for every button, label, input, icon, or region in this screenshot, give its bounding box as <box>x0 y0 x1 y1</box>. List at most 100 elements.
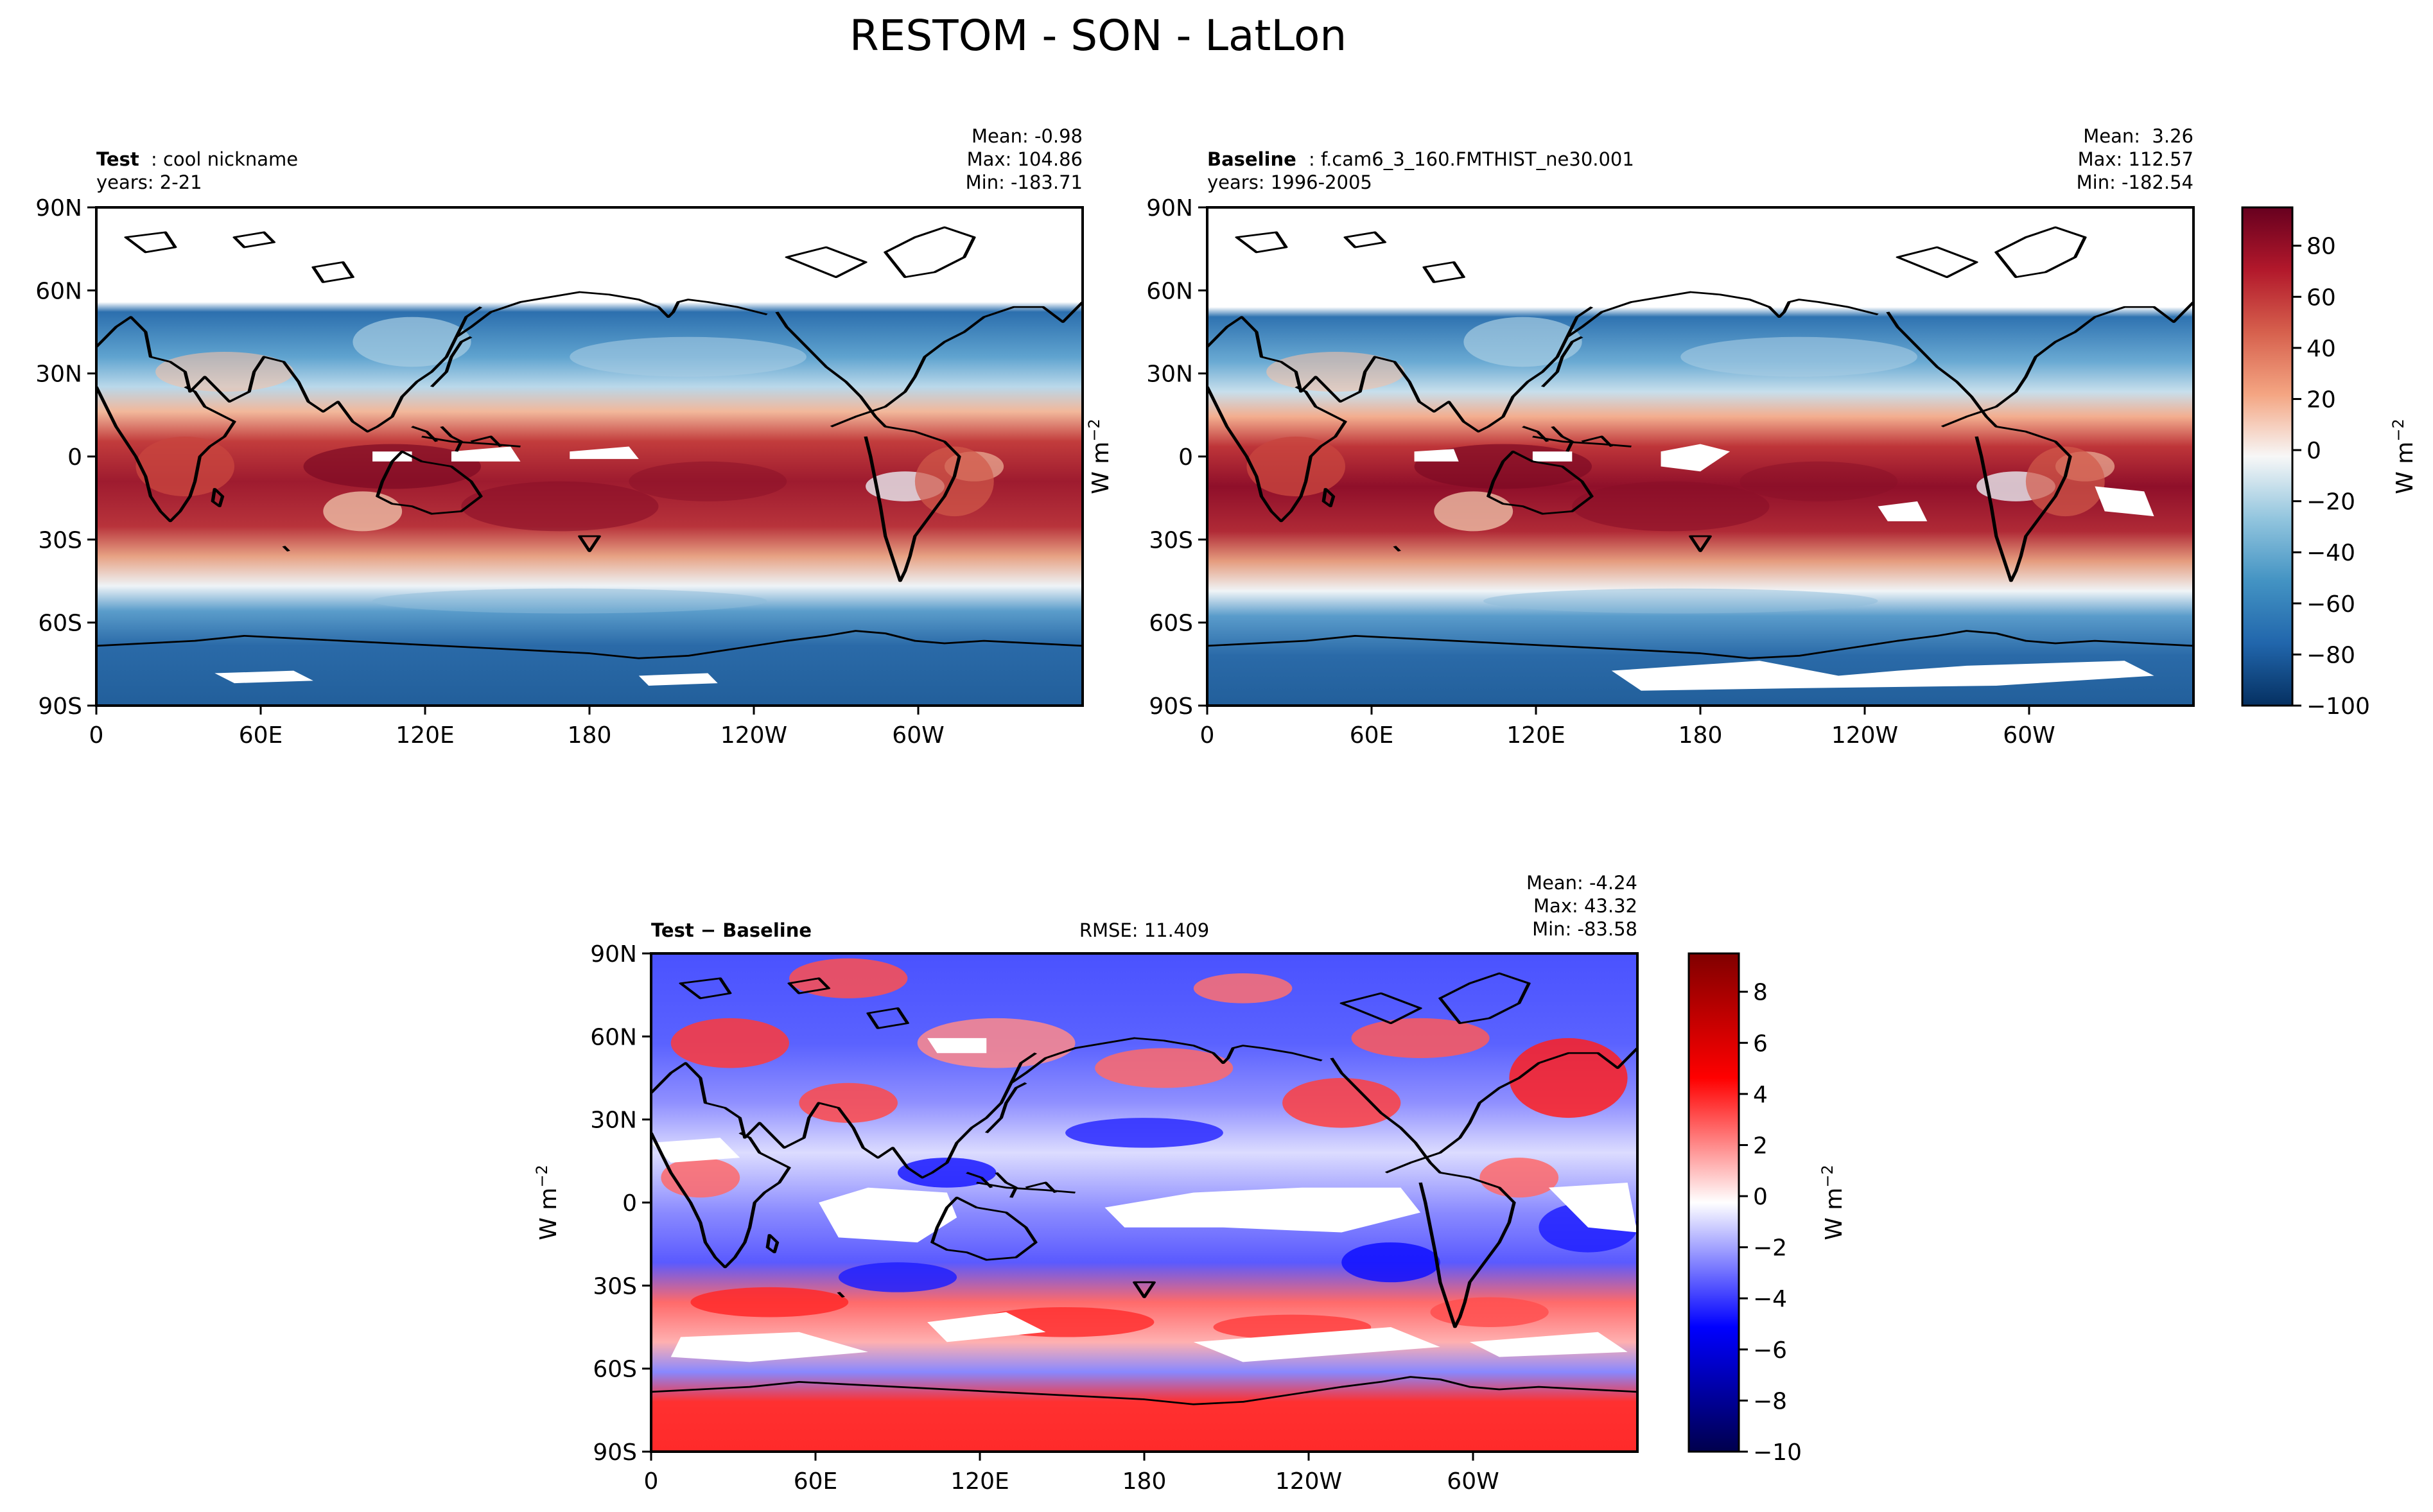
diff-lat-ticks-label: 90S <box>593 1439 637 1466</box>
diff-lat-ticks-label: 90N <box>590 941 637 968</box>
test-lat-ticks: 90N 60N 30N 0 30S 60S 90S <box>35 195 96 720</box>
test-lon-ticks-label: 60W <box>892 722 944 749</box>
baseline-min: Min: -182.54 <box>2077 171 2193 193</box>
baseline-lat-ticks-label: 90N <box>1146 195 1193 222</box>
main-colorbar-tick-label: −20 <box>2307 489 2355 516</box>
diff-missing <box>651 1038 1637 1243</box>
baseline-lon-ticks-label: 180 <box>1679 722 1723 749</box>
baseline-lon-ticks-label: 60W <box>2003 722 2055 749</box>
test-lat-ticks-label: 60S <box>38 611 82 637</box>
baseline-map <box>1207 207 2193 706</box>
test-lat-ticks-label: 30S <box>38 527 82 553</box>
test-min: Min: -183.71 <box>966 171 1083 193</box>
diff-lon-ticks-label: 0 <box>644 1468 659 1495</box>
test-map <box>96 207 1083 706</box>
diff-colorbar-units: W m−2 <box>1818 1165 1847 1240</box>
baseline-max: Max: 112.57 <box>2078 148 2193 170</box>
test-lon-ticks-label: 120E <box>396 722 454 749</box>
diff-lat-ticks-label: 30S <box>593 1273 637 1299</box>
test-lat-ticks-label: 30N <box>35 361 82 388</box>
diff-panel: Test − Baseline RMSE: 11.409 Mean: -4.24… <box>590 872 1639 1495</box>
baseline-label-bold: Baseline <box>1207 148 1296 170</box>
diff-colorbar: 8 6 4 2 0 −2 −4 −6 −8 −10 W m−2 <box>1687 952 1847 1466</box>
test-lat-ticks-label: 60N <box>35 278 82 304</box>
diff-max: Max: 43.32 <box>1533 895 1637 917</box>
diff-colorbar-tick-label: −4 <box>1753 1286 1787 1312</box>
baseline-lon-ticks: 0 60E 120E 180 120W 60W <box>1200 706 2055 749</box>
main-colorbar-tick-label: −100 <box>2307 693 2370 720</box>
baseline-lon-ticks-label: 120W <box>1831 722 1898 749</box>
main-colorbar-tick-label: 0 <box>2307 438 2321 464</box>
diff-rmse: RMSE: 11.409 <box>1079 919 1209 941</box>
main-colorbar-tick-label: 40 <box>2307 336 2336 362</box>
test-panel: Test : cool nickname years: 2-21 Mean: -… <box>35 125 1084 749</box>
baseline-mean: Mean: 3.26 <box>2083 125 2193 147</box>
test-lon-ticks-label: 180 <box>568 722 612 749</box>
diff-label-bold: Test − Baseline <box>651 919 812 941</box>
test-years: years: 2-21 <box>96 171 202 193</box>
main-colorbar-tick-label: −80 <box>2307 642 2355 668</box>
test-lon-ticks: 0 60E 120E 180 120W 60W <box>89 706 945 749</box>
main-colorbar-tick-label: −40 <box>2307 540 2355 566</box>
main-colorbar: 80 60 40 20 0 −20 −40 −60 −80 −100 W m−2 <box>2241 206 2418 720</box>
diff-lon-ticks-label: 120E <box>950 1468 1009 1495</box>
diff-colorbar-tick-label: −6 <box>1753 1337 1787 1364</box>
diff-lat-ticks-label: 60N <box>590 1024 637 1050</box>
diff-lon-ticks-label: 60E <box>794 1468 838 1495</box>
test-mean: Mean: -0.98 <box>972 125 1083 147</box>
main-colorbar-ticks: 80 60 40 20 0 −20 −40 −60 −80 −100 <box>2292 234 2370 720</box>
diff-colorbar-ticks: 8 6 4 2 0 −2 −4 −6 −8 −10 <box>1739 980 1802 1466</box>
baseline-panel: Baseline : f.cam6_3_160.FMTHIST_ne30.001… <box>1146 125 2195 749</box>
baseline-lat-ticks-label: 90S <box>1149 693 1193 720</box>
main-colorbar-tick-label: 60 <box>2307 284 2336 311</box>
diff-lon-ticks-label: 60W <box>1447 1468 1499 1495</box>
diff-colorbar-tick-label: 0 <box>1753 1184 1768 1210</box>
main-colorbar-units: W m−2 <box>2389 419 2418 494</box>
test-max: Max: 104.86 <box>967 148 1083 170</box>
diff-lat-ticks-label: 0 <box>622 1190 637 1217</box>
diff-min: Min: -83.58 <box>1532 918 1637 940</box>
diff-colorbar-tick-label: 4 <box>1753 1082 1768 1108</box>
baseline-lon-ticks-label: 60E <box>1350 722 1394 749</box>
baseline-lon-ticks-label: 120E <box>1506 722 1565 749</box>
main-colorbar-tick-label: −60 <box>2307 591 2355 618</box>
diff-lat-ticks-label: 30N <box>590 1108 637 1134</box>
test-label-bold: Test <box>96 148 139 170</box>
diff-yaxis-units: W m−2 <box>533 1165 562 1240</box>
diff-lon-ticks-label: 120W <box>1275 1468 1342 1495</box>
diff-colorbar-tick-label: 8 <box>1753 980 1768 1006</box>
diff-colorbar-tick-label: −2 <box>1753 1235 1787 1262</box>
diff-mean: Mean: -4.24 <box>1526 872 1637 894</box>
diff-lon-ticks-label: 180 <box>1122 1468 1167 1495</box>
main-colorbar-tick-label: 20 <box>2307 387 2336 413</box>
baseline-lat-ticks-label: 60N <box>1146 278 1193 304</box>
baseline-lat-ticks: 90N 60N 30N 0 30S 60S 90S <box>1146 195 1207 720</box>
diff-lat-ticks-label: 60S <box>593 1357 637 1383</box>
test-lat-ticks-label: 90S <box>38 693 82 720</box>
baseline-years: years: 1996-2005 <box>1207 171 1372 193</box>
test-lat-ticks-label: 90N <box>35 195 82 222</box>
baseline-lat-ticks-label: 30S <box>1149 527 1193 553</box>
figure-title: RESTOM - SON - LatLon <box>850 11 1347 60</box>
baseline-lat-ticks-label: 60S <box>1149 611 1193 637</box>
diff-colorbar-tick-label: 2 <box>1753 1133 1768 1159</box>
test-missing <box>372 446 639 462</box>
baseline-lat-ticks-label: 0 <box>1178 444 1193 471</box>
diff-colorbar-tick-label: −8 <box>1753 1388 1787 1414</box>
test-lon-ticks-label: 60E <box>239 722 283 749</box>
diff-colorbar-tick-label: 6 <box>1753 1030 1768 1057</box>
baseline-label-rest: : f.cam6_3_160.FMTHIST_ne30.001 <box>1309 148 1634 170</box>
main-colorbar-tick-label: 80 <box>2307 234 2336 260</box>
test-label-rest: : cool nickname <box>151 148 298 170</box>
baseline-lat-ticks-label: 30N <box>1146 361 1193 388</box>
baseline-lon-ticks-label: 0 <box>1200 722 1215 749</box>
diff-lon-ticks: 0 60E 120E 180 120W 60W <box>644 1452 1499 1495</box>
diff-colorbar-tick-label: −10 <box>1753 1439 1802 1466</box>
test-lon-ticks-label: 120W <box>720 722 787 749</box>
test-lon-ticks-label: 0 <box>89 722 104 749</box>
top-yaxis-units: W m−2 <box>1085 419 1114 494</box>
test-lat-ticks-label: 0 <box>67 444 82 471</box>
diff-colorbar-ramp <box>1687 952 1740 1453</box>
main-colorbar-ramp <box>2241 206 2294 707</box>
